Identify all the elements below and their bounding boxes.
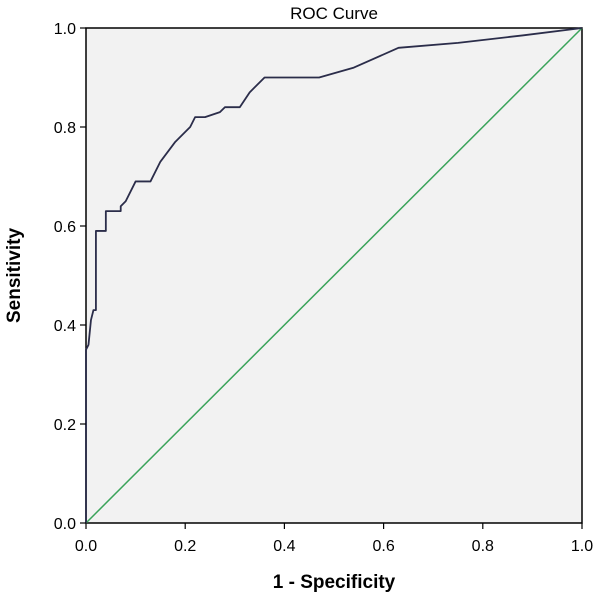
x-tick-label: 0.8 xyxy=(472,538,494,555)
y-axis-ticks: 0.0 0.2 0.4 0.6 0.8 1.0 xyxy=(54,21,86,533)
reference-line xyxy=(85,27,583,524)
y-tick-label: 0.2 xyxy=(54,417,76,434)
x-axis-title: 1 - Specificity xyxy=(273,572,396,593)
x-tick-label: 0.0 xyxy=(75,538,97,555)
roc-layer xyxy=(85,27,583,523)
y-tick-label: 0.8 xyxy=(54,120,76,137)
x-tick-label: 0.2 xyxy=(174,538,196,555)
reference-layer xyxy=(85,27,583,524)
x-axis-ticks: 0.0 0.2 0.4 0.6 0.8 1.0 xyxy=(75,523,593,555)
x-tick-label: 0.4 xyxy=(273,538,295,555)
y-tick-label: 1.0 xyxy=(54,21,76,38)
y-axis-title: Sensitivity xyxy=(4,228,25,323)
y-tick-label: 0.4 xyxy=(54,318,76,335)
x-tick-label: 1.0 xyxy=(571,538,593,555)
chart-title: ROC Curve xyxy=(290,4,378,23)
x-tick-label: 0.6 xyxy=(372,538,394,555)
roc-curve-line xyxy=(85,27,583,523)
y-tick-label: 0.6 xyxy=(54,219,76,236)
y-tick-label: 0.0 xyxy=(54,516,76,533)
